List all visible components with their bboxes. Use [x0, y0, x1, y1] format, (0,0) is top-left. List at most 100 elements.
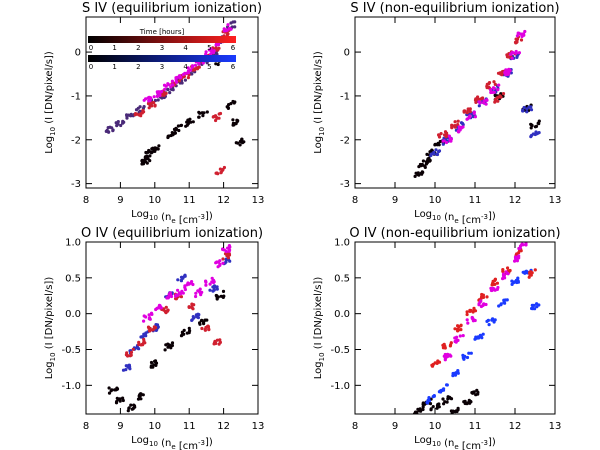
x-axis-label: Log10 (ne [cm-3]) — [131, 209, 213, 226]
data-point — [226, 246, 230, 250]
data-point — [530, 123, 534, 128]
data-point — [420, 170, 424, 174]
data-point — [141, 108, 145, 113]
data-point — [129, 112, 133, 116]
data-point — [533, 268, 537, 272]
data-point — [492, 279, 497, 283]
data-point — [212, 288, 216, 292]
data-point — [150, 328, 154, 332]
data-point — [453, 373, 458, 377]
y-tick-label: 1.0 — [334, 238, 350, 249]
data-point — [190, 303, 194, 307]
data-point — [118, 397, 122, 401]
data-point — [414, 171, 418, 175]
series-time-5-h — [142, 244, 232, 323]
data-point — [525, 110, 529, 114]
data-point — [453, 336, 457, 340]
data-point — [436, 359, 440, 363]
data-point — [115, 396, 119, 400]
data-point — [513, 259, 517, 263]
data-point — [154, 363, 158, 367]
colorbar-title: Time [hours] — [139, 28, 185, 36]
data-point — [514, 51, 518, 55]
data-point — [147, 106, 151, 110]
data-point — [497, 304, 501, 308]
data-point — [442, 342, 446, 346]
series-time-0-h — [413, 92, 541, 178]
data-point — [198, 291, 202, 295]
data-point — [448, 396, 452, 400]
data-point — [535, 132, 539, 136]
data-point — [125, 113, 129, 117]
data-point — [433, 361, 437, 365]
data-point — [218, 262, 222, 266]
data-point — [233, 20, 237, 24]
data-point — [515, 55, 519, 60]
data-point — [148, 96, 153, 100]
data-point — [479, 296, 483, 300]
data-point — [451, 410, 455, 414]
data-point — [489, 90, 493, 95]
data-point — [421, 159, 425, 163]
data-point — [441, 142, 445, 146]
data-point — [206, 324, 210, 328]
data-point — [523, 29, 527, 34]
data-point — [515, 37, 520, 41]
data-point — [484, 102, 488, 106]
y-tick-label: 0.5 — [334, 273, 350, 284]
data-point — [430, 363, 434, 367]
data-point — [216, 295, 220, 299]
y-axis-label: Log10 (I [DN/pixel/s]) — [313, 277, 326, 380]
data-point — [473, 98, 478, 102]
data-point — [148, 326, 152, 330]
x-tick-label: 10 — [429, 195, 442, 206]
data-point — [179, 295, 183, 299]
data-point — [183, 284, 187, 288]
x-tick-label: 11 — [469, 195, 482, 206]
data-point — [492, 90, 496, 94]
data-point — [134, 108, 139, 112]
data-point — [510, 282, 514, 286]
data-point — [153, 146, 157, 150]
data-point — [501, 92, 506, 96]
data-point — [202, 111, 206, 115]
x-tick-label: 9 — [392, 195, 398, 206]
data-point — [210, 276, 214, 280]
data-point — [238, 139, 242, 144]
data-point — [429, 153, 433, 158]
x-tick-label: 8 — [352, 195, 358, 206]
data-point — [196, 316, 200, 320]
panel-2: 8 9 10 11 12 13 -3 -2 -1 0 S IV (non-equilibrium i… — [313, 1, 561, 226]
data-point — [213, 341, 217, 345]
data-point — [129, 353, 133, 357]
data-point — [183, 287, 187, 292]
data-point — [437, 135, 442, 139]
data-point — [487, 323, 491, 327]
colorbar-tick-label: 1 — [112, 44, 116, 52]
data-point — [198, 287, 202, 291]
data-point — [445, 400, 449, 404]
x-tick-label: 9 — [392, 421, 398, 432]
data-point — [456, 371, 460, 375]
data-point — [461, 125, 465, 129]
data-point — [477, 336, 481, 340]
x-tick-label: 10 — [429, 421, 442, 432]
data-point — [218, 338, 222, 342]
data-point — [208, 288, 212, 292]
data-point — [227, 103, 231, 107]
data-point — [191, 282, 195, 287]
data-point — [173, 131, 177, 135]
data-point — [485, 319, 489, 323]
data-point — [459, 328, 463, 332]
data-point — [146, 96, 150, 100]
data-point — [468, 401, 472, 405]
data-point — [508, 268, 512, 273]
x-tick-label: 13 — [252, 195, 265, 206]
y-tick-label: -1.0 — [330, 381, 350, 392]
data-point — [140, 159, 144, 163]
data-point — [477, 104, 481, 108]
data-point — [147, 313, 151, 317]
data-point — [129, 403, 133, 407]
data-point — [156, 91, 160, 95]
x-tick-label: 10 — [148, 421, 161, 432]
